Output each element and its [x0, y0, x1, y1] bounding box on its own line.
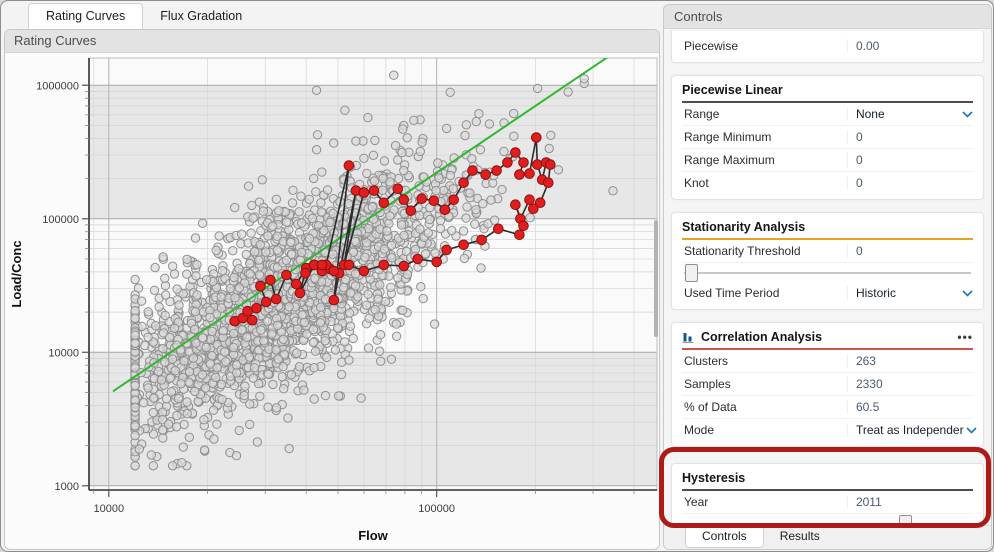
vertical-scrollbar-thumb[interactable] — [654, 220, 658, 337]
row-label: Range Minimum — [684, 130, 772, 144]
section-title-correlation-analysis: Correlation Analysis ••• — [682, 327, 973, 350]
row-piecewise: Piecewise 0.00 — [682, 35, 973, 57]
row-value: 0.00 — [855, 39, 880, 53]
tab-results[interactable]: Results — [779, 529, 820, 543]
row-value: None — [855, 107, 885, 121]
row-range-minimum: Range Minimum 0 — [682, 126, 973, 149]
row-range: Range None — [682, 103, 973, 126]
tab-flux-gradation[interactable]: Flux Gradation — [160, 9, 243, 23]
svg-text:100000: 100000 — [42, 214, 79, 226]
row-value: 2330 — [855, 377, 883, 391]
row-percent-of-data: % of Data 60.5 — [682, 396, 973, 419]
row-range-maximum: Range Maximum 0 — [682, 149, 973, 172]
slider-thumb[interactable] — [684, 264, 698, 282]
row-value: 0 — [855, 153, 863, 167]
svg-text:100000: 100000 — [418, 503, 455, 515]
section-title-piecewise-linear: Piecewise Linear — [682, 80, 973, 103]
knot-field[interactable]: 0 — [846, 176, 973, 190]
controls-body: Piecewise 0.00 Piecewise Linear Range No… — [664, 29, 991, 539]
stationarity-threshold-field[interactable]: 0 — [846, 244, 973, 258]
row-label: Used Time Period — [684, 286, 780, 300]
row-value: 0 — [855, 130, 863, 144]
chevron-down-icon — [962, 289, 973, 297]
controls-panel: Controls Piecewise 0.00 Piecewise Linear… — [663, 4, 992, 550]
row-value: 0 — [855, 244, 863, 258]
svg-text:1000: 1000 — [55, 481, 79, 493]
tab-controls[interactable]: Controls — [685, 526, 764, 548]
more-options-button[interactable]: ••• — [957, 330, 973, 344]
row-value: Historic — [855, 286, 896, 300]
row-value: 263 — [855, 354, 876, 368]
card-piecewise: Piecewise 0.00 — [671, 31, 984, 63]
row-label: Range — [684, 107, 720, 121]
svg-text:10000: 10000 — [48, 347, 79, 359]
clusters-value: 263 — [846, 354, 973, 368]
row-year: Year 2011 — [682, 491, 973, 514]
used-time-period-dropdown[interactable]: Historic — [846, 286, 973, 300]
section-title-text: Correlation Analysis — [701, 330, 823, 344]
row-label: Samples — [684, 377, 731, 391]
plot-panel-title: Rating Curves — [5, 30, 659, 53]
row-label: Mode — [684, 423, 715, 437]
card-correlation-analysis: Correlation Analysis ••• Clusters 263 Sa… — [671, 322, 984, 447]
svg-text:10000: 10000 — [94, 503, 125, 515]
row-mode: Mode Treat as Independer — [682, 419, 977, 441]
row-value: 2011 — [855, 495, 882, 509]
range-dropdown[interactable]: None — [846, 107, 973, 121]
samples-value: 2330 — [846, 377, 973, 391]
row-value: 60.5 — [855, 400, 880, 414]
chevron-down-icon — [966, 426, 977, 434]
section-title-stationarity-analysis: Stationarity Analysis — [682, 217, 973, 240]
mode-dropdown[interactable]: Treat as Independer — [846, 423, 977, 437]
top-tab-bar: Rating Curves Flux Gradation — [1, 1, 993, 29]
row-label: Clusters — [684, 354, 729, 368]
controls-panel-title: Controls — [664, 5, 991, 29]
percent-of-data-value: 60.5 — [846, 400, 973, 414]
row-label: % of Data — [684, 400, 737, 414]
svg-text:Flow: Flow — [358, 528, 388, 543]
row-label: Knot — [684, 176, 709, 190]
card-stationarity-analysis: Stationarity Analysis Stationarity Thres… — [671, 212, 984, 310]
rating-curves-panel: Rating Curves 1000 10000 100000 1000000 1000… — [4, 29, 660, 550]
row-label: Piecewise — [684, 39, 739, 53]
year-field[interactable]: 2011 — [846, 495, 973, 509]
row-samples: Samples 2330 — [682, 373, 973, 396]
section-title-hysteresis: Hysteresis — [682, 468, 973, 491]
slider-track[interactable] — [684, 272, 971, 274]
svg-text:Load/Conc: Load/Conc — [9, 240, 24, 307]
svg-text:1000000: 1000000 — [36, 80, 79, 92]
row-value: Treat as Independer — [855, 423, 964, 437]
row-clusters: Clusters 263 — [682, 350, 973, 373]
row-label: Year — [684, 495, 709, 509]
bottom-tab-bar: Controls Results — [664, 525, 991, 549]
chevron-down-icon — [962, 110, 973, 118]
piecewise-value-field[interactable]: 0.00 — [846, 39, 973, 53]
stationarity-threshold-slider[interactable] — [682, 264, 973, 282]
row-value: 0 — [855, 176, 863, 190]
rating-curves-chart[interactable]: 1000 10000 100000 1000000 10000 100000 Flow Loa… — [5, 53, 659, 550]
row-stationarity-threshold: Stationarity Threshold 0 — [682, 240, 973, 263]
row-used-time-period: Used Time Period Historic — [682, 282, 973, 304]
row-knot: Knot 0 — [682, 172, 973, 194]
tab-rating-curves[interactable]: Rating Curves — [28, 3, 144, 29]
range-minimum-field[interactable]: 0 — [846, 130, 973, 144]
bar-chart-icon — [682, 332, 694, 343]
row-label: Range Maximum — [684, 153, 775, 167]
card-piecewise-linear: Piecewise Linear Range None Range Minimu… — [671, 75, 984, 200]
range-maximum-field[interactable]: 0 — [846, 153, 973, 167]
row-label: Stationarity Threshold — [684, 244, 801, 258]
